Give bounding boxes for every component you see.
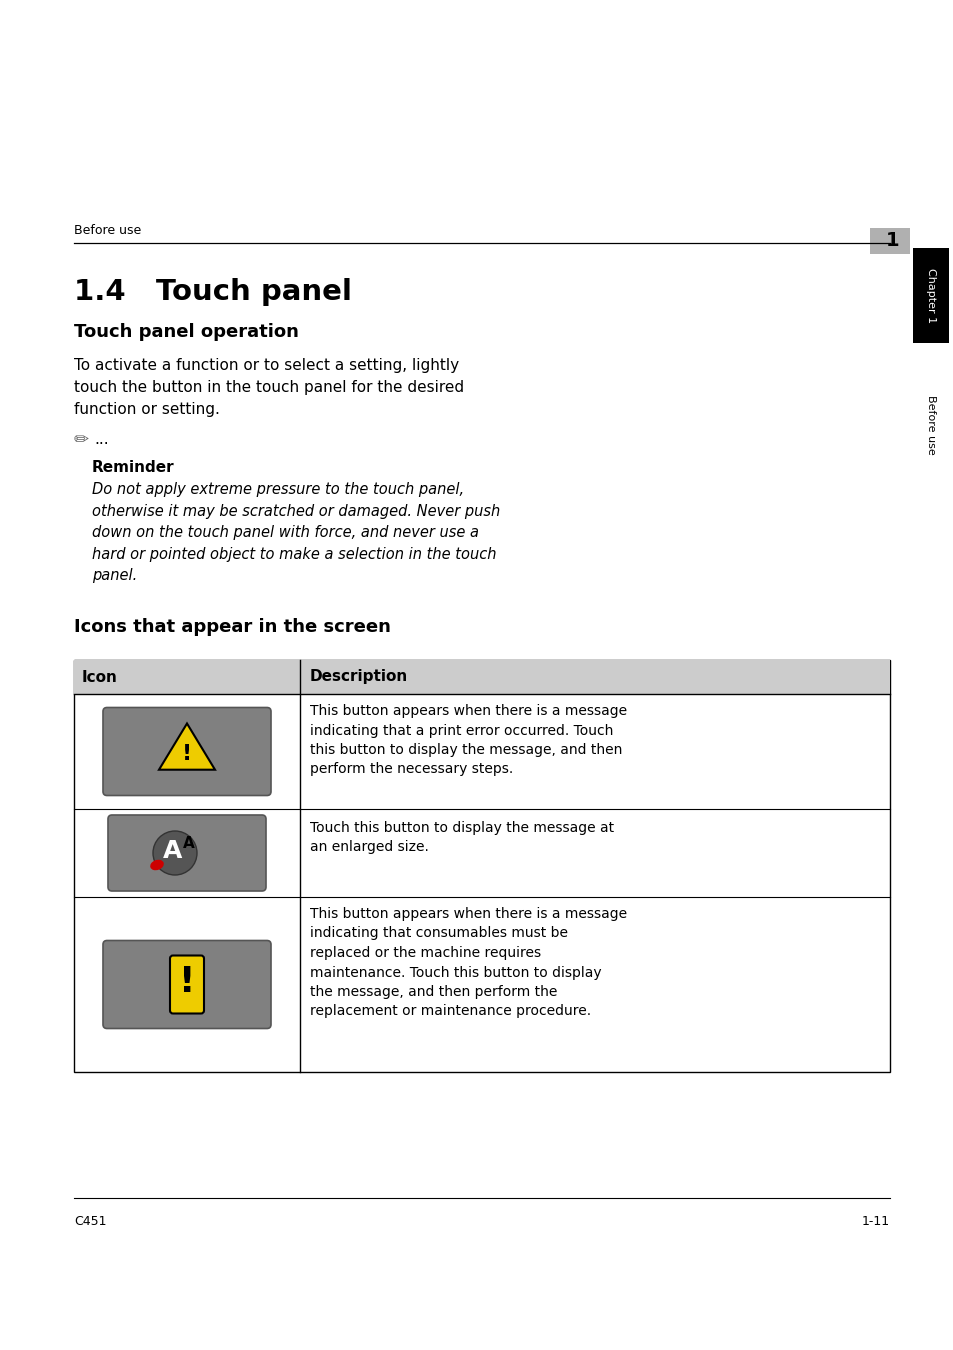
FancyBboxPatch shape bbox=[103, 707, 271, 795]
FancyBboxPatch shape bbox=[170, 956, 204, 1014]
Text: 1.4   Touch panel: 1.4 Touch panel bbox=[74, 278, 352, 306]
FancyBboxPatch shape bbox=[108, 815, 266, 891]
Text: Before use: Before use bbox=[74, 224, 141, 238]
Text: Do not apply extreme pressure to the touch panel,
otherwise it may be scratched : Do not apply extreme pressure to the tou… bbox=[91, 482, 499, 583]
Bar bbox=[912, 248, 948, 343]
Circle shape bbox=[152, 832, 196, 875]
Text: Icons that appear in the screen: Icons that appear in the screen bbox=[74, 618, 391, 636]
Text: !: ! bbox=[182, 744, 192, 764]
Text: Chapter 1: Chapter 1 bbox=[925, 267, 935, 323]
Text: 1: 1 bbox=[885, 231, 899, 251]
Bar bbox=[74, 660, 889, 1072]
Text: A: A bbox=[183, 836, 194, 850]
Text: !: ! bbox=[178, 965, 195, 999]
Ellipse shape bbox=[150, 860, 164, 871]
FancyBboxPatch shape bbox=[103, 941, 271, 1029]
Text: Touch panel operation: Touch panel operation bbox=[74, 323, 298, 342]
Text: C451: C451 bbox=[74, 1215, 107, 1228]
Text: Before use: Before use bbox=[925, 396, 935, 455]
Text: Touch this button to display the message at
an enlarged size.: Touch this button to display the message… bbox=[310, 821, 614, 855]
Text: ...: ... bbox=[94, 432, 109, 447]
Bar bbox=[869, 228, 909, 254]
Text: This button appears when there is a message
indicating that a print error occurr: This button appears when there is a mess… bbox=[310, 703, 626, 776]
Text: Reminder: Reminder bbox=[91, 460, 174, 475]
Text: 1-11: 1-11 bbox=[861, 1215, 889, 1228]
Bar bbox=[74, 660, 889, 694]
Text: This button appears when there is a message
indicating that consumables must be
: This button appears when there is a mess… bbox=[310, 907, 626, 1018]
Text: Description: Description bbox=[310, 670, 408, 684]
Text: ✏: ✏ bbox=[74, 431, 89, 450]
Text: To activate a function or to select a setting, lightly
touch the button in the t: To activate a function or to select a se… bbox=[74, 358, 464, 417]
Text: A: A bbox=[163, 838, 182, 863]
Text: Icon: Icon bbox=[82, 670, 118, 684]
Polygon shape bbox=[159, 724, 214, 769]
